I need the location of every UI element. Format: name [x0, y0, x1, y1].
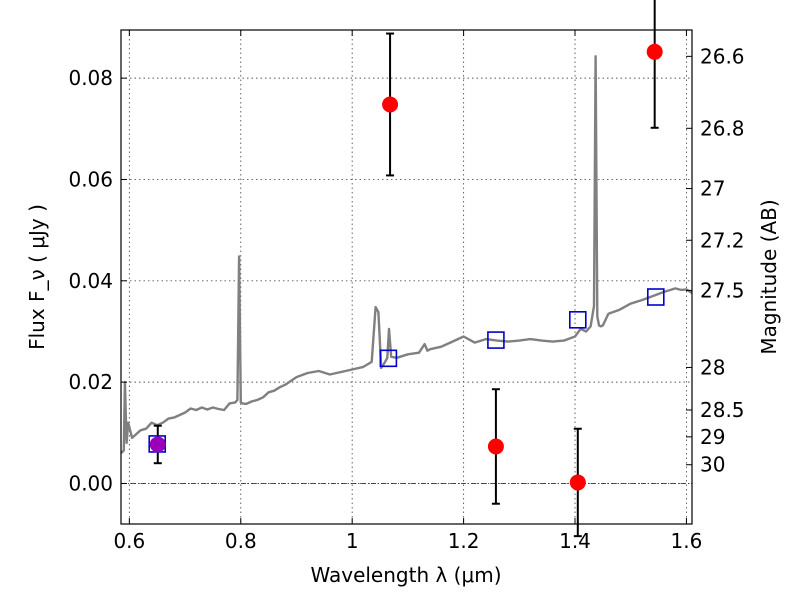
- magnitude-tick-label: 30: [700, 453, 725, 477]
- model-band-square: [646, 288, 665, 306]
- magnitude-tick-label: 26.8: [700, 116, 745, 140]
- model-band-points: [148, 288, 665, 453]
- x-axis-label: Wavelength λ (μm): [310, 563, 501, 587]
- x-tick-label: 1.4: [559, 529, 591, 553]
- highlight-point: [149, 436, 166, 453]
- magnitude-tick-label: 28.5: [700, 398, 745, 422]
- model-band-square: [379, 349, 398, 368]
- model-band-square: [487, 331, 505, 349]
- y-tick-label: 0.02: [68, 370, 113, 394]
- y-axis-label-left: Flux F_ν ( μJy ): [25, 204, 49, 350]
- y-axis-right: 26.6 26.8 27 27.2 27.5 28 28.5 29 30: [686, 44, 745, 477]
- x-tick-label: 1.2: [448, 529, 480, 553]
- x-tick-label: 0.8: [225, 529, 257, 553]
- observed-points: [382, 43, 663, 491]
- spectrum: [120, 55, 693, 454]
- gridlines: [121, 30, 692, 524]
- x-axis: 0.6 0.8 1 1.2 1.4 1.6: [113, 30, 702, 553]
- y-axis-label-right: Magnitude (AB): [757, 199, 781, 354]
- x-tick-label: 1.6: [671, 529, 703, 553]
- highlight-point: [149, 436, 166, 453]
- plot-frame: [120, 29, 693, 525]
- magnitude-tick-label: 27: [700, 177, 725, 201]
- magnitude-tick-label: 26.6: [700, 44, 745, 68]
- magnitude-tick-label: 29: [700, 425, 725, 449]
- model-band-square: [568, 311, 587, 329]
- y-tick-label: 0.06: [68, 167, 113, 191]
- y-axis-left: 0.00 0.02 0.04 0.06 0.08: [68, 66, 127, 495]
- observed-point: [569, 474, 586, 491]
- observed-point: [646, 43, 663, 60]
- observed-point: [487, 438, 504, 455]
- y-tick-label: 0.04: [68, 269, 113, 293]
- magnitude-tick-label: 27.5: [700, 278, 745, 302]
- spectrum-line: [120, 55, 693, 454]
- magnitude-tick-label: 28: [700, 355, 725, 379]
- x-tick-label: 1: [346, 529, 359, 553]
- observed-point: [382, 96, 399, 113]
- y-tick-label: 0.08: [68, 66, 113, 90]
- y-tick-label: 0.00: [68, 471, 113, 495]
- x-tick-label: 0.6: [113, 529, 145, 553]
- magnitude-tick-label: 27.2: [700, 228, 745, 252]
